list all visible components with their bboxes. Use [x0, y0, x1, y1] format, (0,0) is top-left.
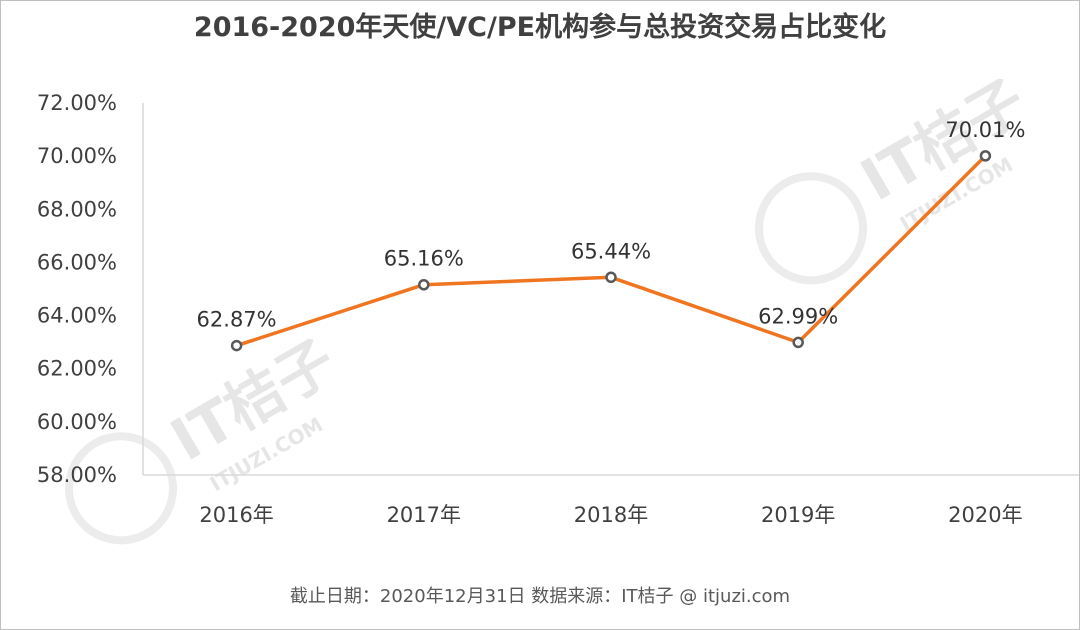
series-markers — [230, 150, 992, 352]
x-tick-label: 2020年 — [948, 503, 1022, 527]
data-point — [230, 339, 243, 352]
data-point — [979, 150, 992, 162]
data-label: 62.87% — [197, 308, 277, 332]
x-tick-label: 2018年 — [574, 503, 648, 527]
x-axis-ticks: 2016年 2017年 2018年 2019年 2020年 — [199, 503, 1022, 527]
data-point — [792, 336, 804, 349]
watermark-logo-icon — [755, 172, 867, 285]
data-labels: 62.87% 65.16% 65.44% 62.99% 70.01% — [197, 118, 1026, 332]
y-tick-label: 66.00% — [37, 250, 117, 274]
watermark-logo-icon — [65, 432, 177, 545]
y-tick-label: 58.00% — [37, 463, 117, 487]
y-tick-label: 60.00% — [37, 410, 117, 434]
data-label: 62.99% — [758, 304, 838, 328]
watermark-top-right: IT桔子 ITJUZI.COM — [755, 67, 1037, 285]
y-tick-label: 70.00% — [37, 144, 117, 168]
data-point — [418, 278, 430, 291]
data-label: 65.44% — [571, 239, 651, 263]
data-label: 65.16% — [384, 247, 464, 271]
y-axis-ticks: 58.00% 60.00% 62.00% 64.00% 66.00% 68.00% 70.0… — [37, 91, 117, 487]
y-tick-label: 62.00% — [37, 357, 117, 381]
y-tick-label: 64.00% — [37, 304, 117, 328]
x-tick-label: 2016年 — [199, 503, 273, 527]
y-tick-label: 68.00% — [37, 197, 117, 221]
footer-source: 截止日期：2020年12月31日 数据来源：IT桔子 @ itjuzi.com — [290, 586, 790, 607]
data-label: 70.01% — [945, 118, 1025, 142]
x-tick-label: 2019年 — [761, 503, 835, 527]
data-point — [605, 271, 617, 284]
x-tick-label: 2017年 — [387, 503, 461, 527]
y-tick-label: 72.00% — [37, 91, 117, 115]
chart-title: 2016-2020年天使/VC/PE机构参与总投资交易占比变化 — [194, 11, 886, 43]
